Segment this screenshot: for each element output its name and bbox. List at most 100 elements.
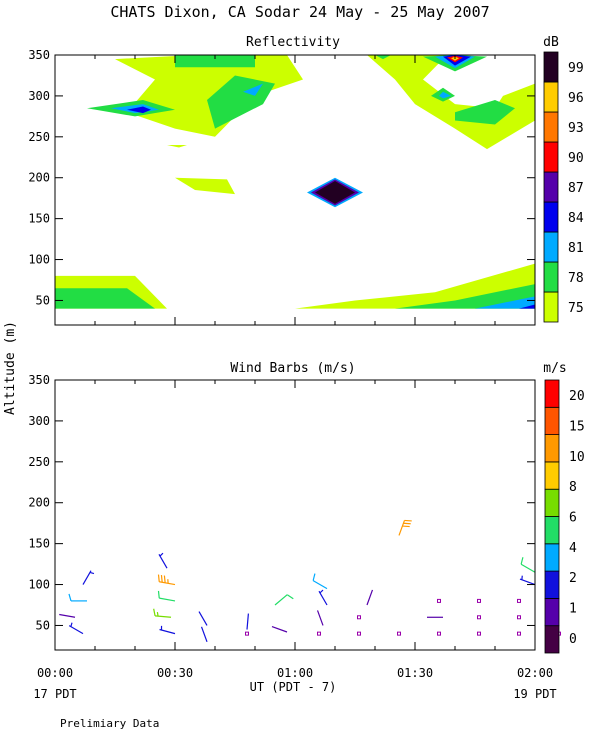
reflectivity-contour: [315, 181, 355, 204]
wind-barbs: [59, 519, 561, 643]
wind-y-tick-label: 200: [28, 496, 50, 510]
wind-colorbar-cell: [544, 379, 560, 408]
wind-barb: [157, 590, 176, 602]
reflectivity-axes: 50 100 150 200 250 300 350: [28, 48, 536, 325]
wind-barb-feather: [68, 593, 72, 602]
wind-colorbar: 0 1 2 4 6 8 10 15 20: [544, 379, 585, 654]
reflectivity-contour: [367, 55, 535, 150]
wind-barb-staff: [198, 611, 208, 626]
wind-barb: [157, 574, 176, 586]
wind-colorbar-cell: [544, 461, 560, 490]
reflectivity-colorbar-cell: [543, 141, 559, 173]
wind-barb-feather: [159, 552, 164, 557]
wind-colorbar-label: 0: [569, 632, 577, 647]
wind-barb-feather: [402, 525, 410, 528]
figure-title: CHATS Dixon, CA Sodar 24 May - 25 May 20…: [110, 3, 489, 21]
wind-barb-staff: [158, 554, 168, 569]
wind-barb-feather: [160, 574, 163, 583]
wind-colorbar-cell: [544, 543, 560, 572]
wind-y-tick-label: 300: [28, 414, 50, 428]
wind-y-tick-label: 50: [36, 618, 50, 632]
reflectivity-colorbar-cell: [543, 201, 559, 233]
wind-barb: [318, 589, 328, 606]
wind-barb-staff: [316, 610, 324, 626]
wind-colorbar-cell: [544, 570, 560, 599]
wind-axes: 00:00 00:30 01:00 01:30 02:00 50 100 150 200 250 3…: [28, 373, 553, 680]
wind-y-tick-label: 250: [28, 455, 50, 469]
reflectivity-contour: [475, 296, 535, 309]
reflectivity-contours: [55, 55, 535, 309]
reflectivity-y-tick-label: 350: [28, 48, 50, 62]
wind-barb-feather: [157, 574, 160, 582]
wind-barb-feather: [157, 590, 160, 599]
right-date-label: 19 PDT: [513, 687, 556, 701]
wind-barb: [82, 570, 95, 585]
wind-barb-feather: [312, 573, 316, 581]
wind-barb-staff: [159, 597, 176, 602]
reflectivity-contour: [167, 145, 187, 148]
calm-marker: [437, 598, 441, 603]
wind-barb-staff: [274, 594, 288, 606]
wind-colorbar-cell: [544, 625, 560, 654]
wind-barb-feather: [153, 608, 156, 616]
wind-colorbar-cell: [544, 406, 560, 435]
wind-colorbar-cell: [544, 434, 560, 463]
reflectivity-unit: dB: [543, 35, 559, 50]
calm-marker: [357, 615, 361, 620]
reflectivity-colorbar-cell: [543, 81, 559, 113]
wind-barb-feather: [89, 571, 95, 575]
wind-barb-staff: [159, 628, 176, 635]
reflectivity-contour: [395, 284, 535, 309]
wind-barb-feather: [163, 575, 166, 583]
reflectivity-colorbar-cell: [543, 111, 559, 143]
wind-barb-staff: [519, 578, 536, 586]
left-date-label: 17 PDT: [33, 687, 76, 701]
x-tick-label: 01:30: [397, 666, 433, 680]
wind-colorbar-label: 4: [569, 541, 577, 556]
reflectivity-colorbar-cell: [543, 291, 559, 323]
wind-colorbar-cell: [544, 516, 560, 545]
reflectivity-contour: [175, 55, 255, 68]
x-tick-label: 00:30: [157, 666, 193, 680]
calm-marker: [477, 615, 481, 620]
wind-barb: [312, 573, 328, 590]
wind-barb: [200, 626, 208, 643]
reflectivity-y-tick-label: 300: [28, 89, 50, 103]
wind-frame: [54, 379, 536, 651]
wind-barb-feather: [404, 519, 412, 522]
reflectivity-contour: [55, 288, 155, 309]
wind-colorbar-cell: [544, 488, 560, 517]
reflectivity-colorbar-label: 90: [568, 151, 584, 166]
wind-barb-staff: [59, 613, 76, 618]
reflectivity-contour: [243, 83, 263, 96]
wind-unit: m/s: [543, 361, 566, 376]
wind-colorbar-label: 2: [569, 571, 577, 586]
wind-barb: [366, 589, 374, 606]
wind-barb-staff: [312, 580, 328, 590]
wind-barb-feather: [319, 589, 324, 594]
reflectivity-y-tick-label: 50: [36, 293, 50, 307]
calm-marker: [397, 631, 401, 636]
wind-barb: [159, 625, 176, 635]
wind-barb: [520, 557, 536, 573]
reflectivity-y-tick-label: 100: [28, 253, 50, 267]
wind-y-tick-label: 150: [28, 537, 50, 551]
wind-barb-staff: [246, 613, 249, 630]
wind-barb-feather: [286, 594, 294, 600]
wind-barb-feather: [156, 611, 159, 617]
reflectivity-title: Reflectivity: [246, 35, 340, 50]
reflectivity-contour: [375, 55, 391, 60]
wind-barb-staff: [520, 563, 536, 573]
reflectivity-colorbar-label: 81: [568, 241, 584, 256]
reflectivity-contour: [519, 304, 535, 309]
calm-marker: [477, 598, 481, 603]
wind-barb-staff: [82, 570, 92, 585]
calm-marker: [357, 631, 361, 636]
wind-barb: [398, 519, 412, 536]
calm-marker: [317, 631, 321, 636]
wind-barb: [274, 594, 294, 606]
reflectivity-contour: [439, 91, 451, 99]
calm-marker: [437, 631, 441, 636]
